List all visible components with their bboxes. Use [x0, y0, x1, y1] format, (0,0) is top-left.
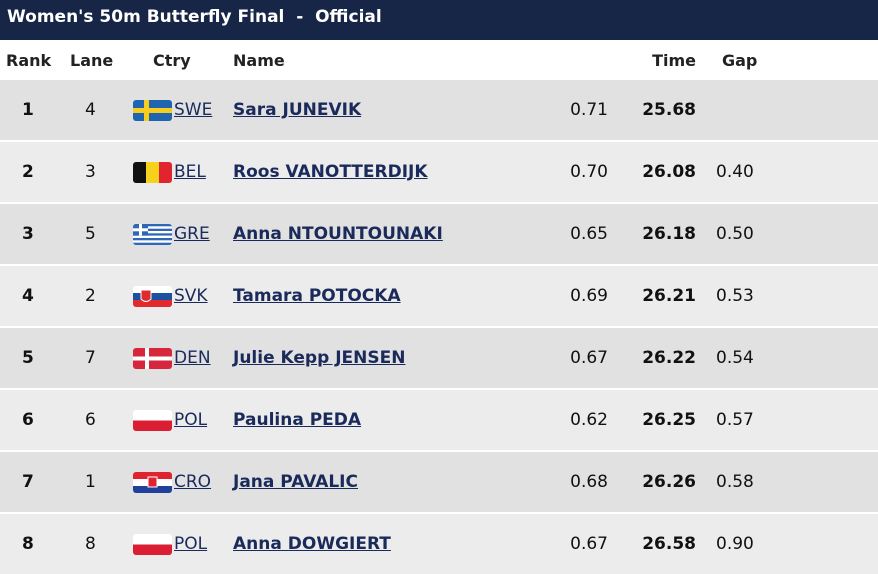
flag	[133, 534, 172, 555]
lane: 6	[85, 410, 96, 430]
flag	[133, 410, 172, 431]
time: 26.26	[642, 472, 696, 492]
country[interactable]: BEL	[174, 162, 206, 182]
flag	[133, 162, 172, 183]
time: 26.18	[642, 224, 696, 244]
athlete-name[interactable]: Julie Kepp JENSEN	[233, 348, 406, 368]
athlete-name[interactable]: Paulina PEDA	[233, 410, 362, 430]
flag	[133, 100, 172, 121]
reaction-time: 0.67	[570, 348, 608, 368]
rank: 5	[22, 348, 34, 368]
result-row: 3 5 GRE Anna NTOUNTOUNAKI 0.65 26.18 0.50	[0, 204, 878, 264]
result-row: 4 2 SVK Tamara POTOCKA 0.69 26.21 0.53	[0, 266, 878, 326]
reaction-time: 0.71	[570, 100, 608, 120]
flag	[133, 472, 172, 493]
col-time: Time	[652, 51, 696, 70]
gap: 0.57	[716, 410, 754, 430]
result-row: 6 6 POL Paulina PEDA 0.62 26.25 0.57	[0, 390, 878, 450]
time: 25.68	[642, 100, 696, 120]
time: 26.22	[642, 348, 696, 368]
gap: 0.90	[716, 534, 754, 554]
col-lane: Lane	[70, 51, 114, 70]
result-row: 2 3 BEL Roos VANOTTERDIJK 0.70 26.08 0.40	[0, 142, 878, 202]
title: Women's 50m Butterfly Final - Official	[7, 7, 382, 27]
col-ctry: Ctry	[153, 51, 191, 70]
country[interactable]: DEN	[174, 348, 211, 368]
flag	[133, 348, 172, 369]
lane: 7	[85, 348, 96, 368]
country[interactable]: SWE	[174, 100, 213, 120]
country[interactable]: CRO	[174, 472, 212, 492]
rank: 4	[22, 286, 34, 306]
time: 26.58	[642, 534, 696, 554]
column-header: Rank Lane Ctry Name Time Gap	[0, 40, 878, 80]
reaction-time: 0.68	[570, 472, 608, 492]
time: 26.25	[642, 410, 696, 430]
rank: 7	[22, 472, 34, 492]
reaction-time: 0.69	[570, 286, 608, 306]
result-row: 1 4 SWE Sara JUNEVIK 0.71 25.68	[0, 80, 878, 140]
flag	[133, 224, 172, 245]
lane: 2	[85, 286, 96, 306]
gap: 0.54	[716, 348, 754, 368]
reaction-time: 0.70	[570, 162, 608, 182]
time: 26.21	[642, 286, 696, 306]
country[interactable]: POL	[174, 410, 208, 430]
rank: 1	[22, 100, 34, 120]
athlete-name[interactable]: Jana PAVALIC	[233, 472, 358, 492]
athlete-name[interactable]: Sara JUNEVIK	[233, 100, 362, 120]
rank: 8	[22, 534, 34, 554]
reaction-time: 0.65	[570, 224, 608, 244]
time: 26.08	[642, 162, 696, 182]
result-row: 8 8 POL Anna DOWGIERT 0.67 26.58 0.90	[0, 514, 878, 574]
gap: 0.58	[716, 472, 754, 492]
athlete-name[interactable]: Anna NTOUNTOUNAKI	[233, 224, 443, 244]
lane: 1	[85, 472, 96, 492]
reaction-time: 0.62	[570, 410, 608, 430]
country[interactable]: SVK	[174, 286, 208, 306]
lane: 8	[85, 534, 96, 554]
lane: 5	[85, 224, 96, 244]
rank: 3	[22, 224, 34, 244]
lane: 4	[85, 100, 96, 120]
country[interactable]: GRE	[174, 224, 210, 244]
flag	[133, 286, 172, 307]
reaction-time: 0.67	[570, 534, 608, 554]
title-bar: Women's 50m Butterfly Final - Official	[0, 0, 878, 40]
col-name: Name	[233, 51, 285, 70]
col-gap: Gap	[722, 51, 758, 70]
gap: 0.40	[716, 162, 754, 182]
athlete-name[interactable]: Roos VANOTTERDIJK	[233, 162, 428, 182]
country[interactable]: POL	[174, 534, 208, 554]
rank: 2	[22, 162, 34, 182]
athlete-name[interactable]: Anna DOWGIERT	[233, 534, 391, 554]
lane: 3	[85, 162, 96, 182]
gap: 0.50	[716, 224, 754, 244]
result-row: 5 7 DEN Julie Kepp JENSEN 0.67 26.22 0.54	[0, 328, 878, 388]
athlete-name[interactable]: Tamara POTOCKA	[233, 286, 401, 306]
col-rank: Rank	[6, 51, 52, 70]
result-row: 7 1 CRO Jana PAVALIC 0.68 26.26 0.58	[0, 452, 878, 512]
gap: 0.53	[716, 286, 754, 306]
rank: 6	[22, 410, 34, 430]
